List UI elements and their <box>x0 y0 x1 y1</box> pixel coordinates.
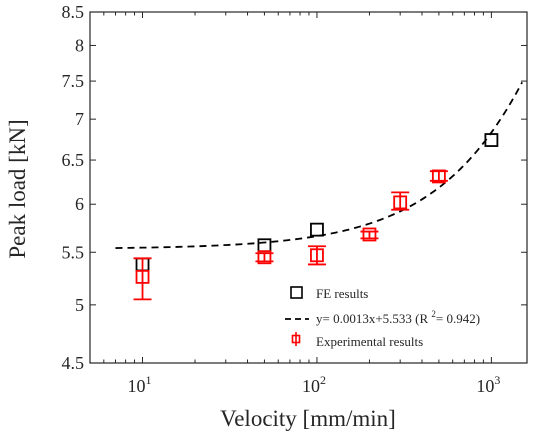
x-tick-label-base: 10 <box>476 376 494 396</box>
x-tick-label-exponent: 1 <box>146 373 152 387</box>
y-tick-label: 5 <box>75 295 84 315</box>
legend-fit-label-sup: 2 <box>431 309 436 319</box>
fit-curve-line <box>115 81 523 249</box>
x-tick-label: 101 <box>128 373 152 396</box>
y-tick-label: 6.5 <box>62 150 85 170</box>
fe-point <box>484 133 499 147</box>
fe-point <box>257 238 272 253</box>
exp-point <box>431 169 446 184</box>
legend-exp-marker <box>291 334 301 344</box>
experimental-series <box>133 169 448 301</box>
y-tick-label: 7 <box>75 109 84 129</box>
legend-exp-label: Experimental results <box>316 334 423 349</box>
legend-fit-label-tail: = 0.942) <box>436 311 480 326</box>
legend-fe-marker <box>290 286 303 299</box>
x-axis-label: Velocity [mm/min] <box>220 406 396 431</box>
x-tick-label-base: 10 <box>302 376 320 396</box>
exp-point <box>393 195 408 210</box>
x-tick-label: 102 <box>302 373 326 396</box>
y-tick-label: 8 <box>75 35 84 55</box>
legend-fit-label-main: y= 0.0013x+5.533 (R <box>316 311 431 326</box>
x-tick-label-exponent: 2 <box>320 373 326 387</box>
legend: FE results y= 0.0013x+5.533 (R 2= 0.942)… <box>285 286 480 349</box>
y-tick-label: 7.5 <box>62 71 85 91</box>
legend-fe-label: FE results <box>316 286 368 301</box>
exp-point <box>362 227 377 242</box>
y-tick-label: 4.5 <box>62 353 85 373</box>
y-tick-label: 5.5 <box>62 242 85 262</box>
y-tick-label: 8.5 <box>62 2 85 22</box>
legend-fit-label: y= 0.0013x+5.533 (R 2= 0.942) <box>316 309 480 326</box>
exp-point <box>257 250 272 265</box>
exp-point <box>135 269 150 284</box>
fit-curve-group <box>115 81 523 249</box>
y-axis-label: Peak load [kN] <box>5 119 30 258</box>
x-tick-label-exponent: 3 <box>494 373 500 387</box>
exp-point <box>310 248 324 263</box>
y-tick-label: 6 <box>75 194 84 214</box>
fe-point <box>310 222 324 237</box>
x-tick-label-base: 10 <box>128 376 146 396</box>
x-tick-label: 103 <box>476 373 500 396</box>
